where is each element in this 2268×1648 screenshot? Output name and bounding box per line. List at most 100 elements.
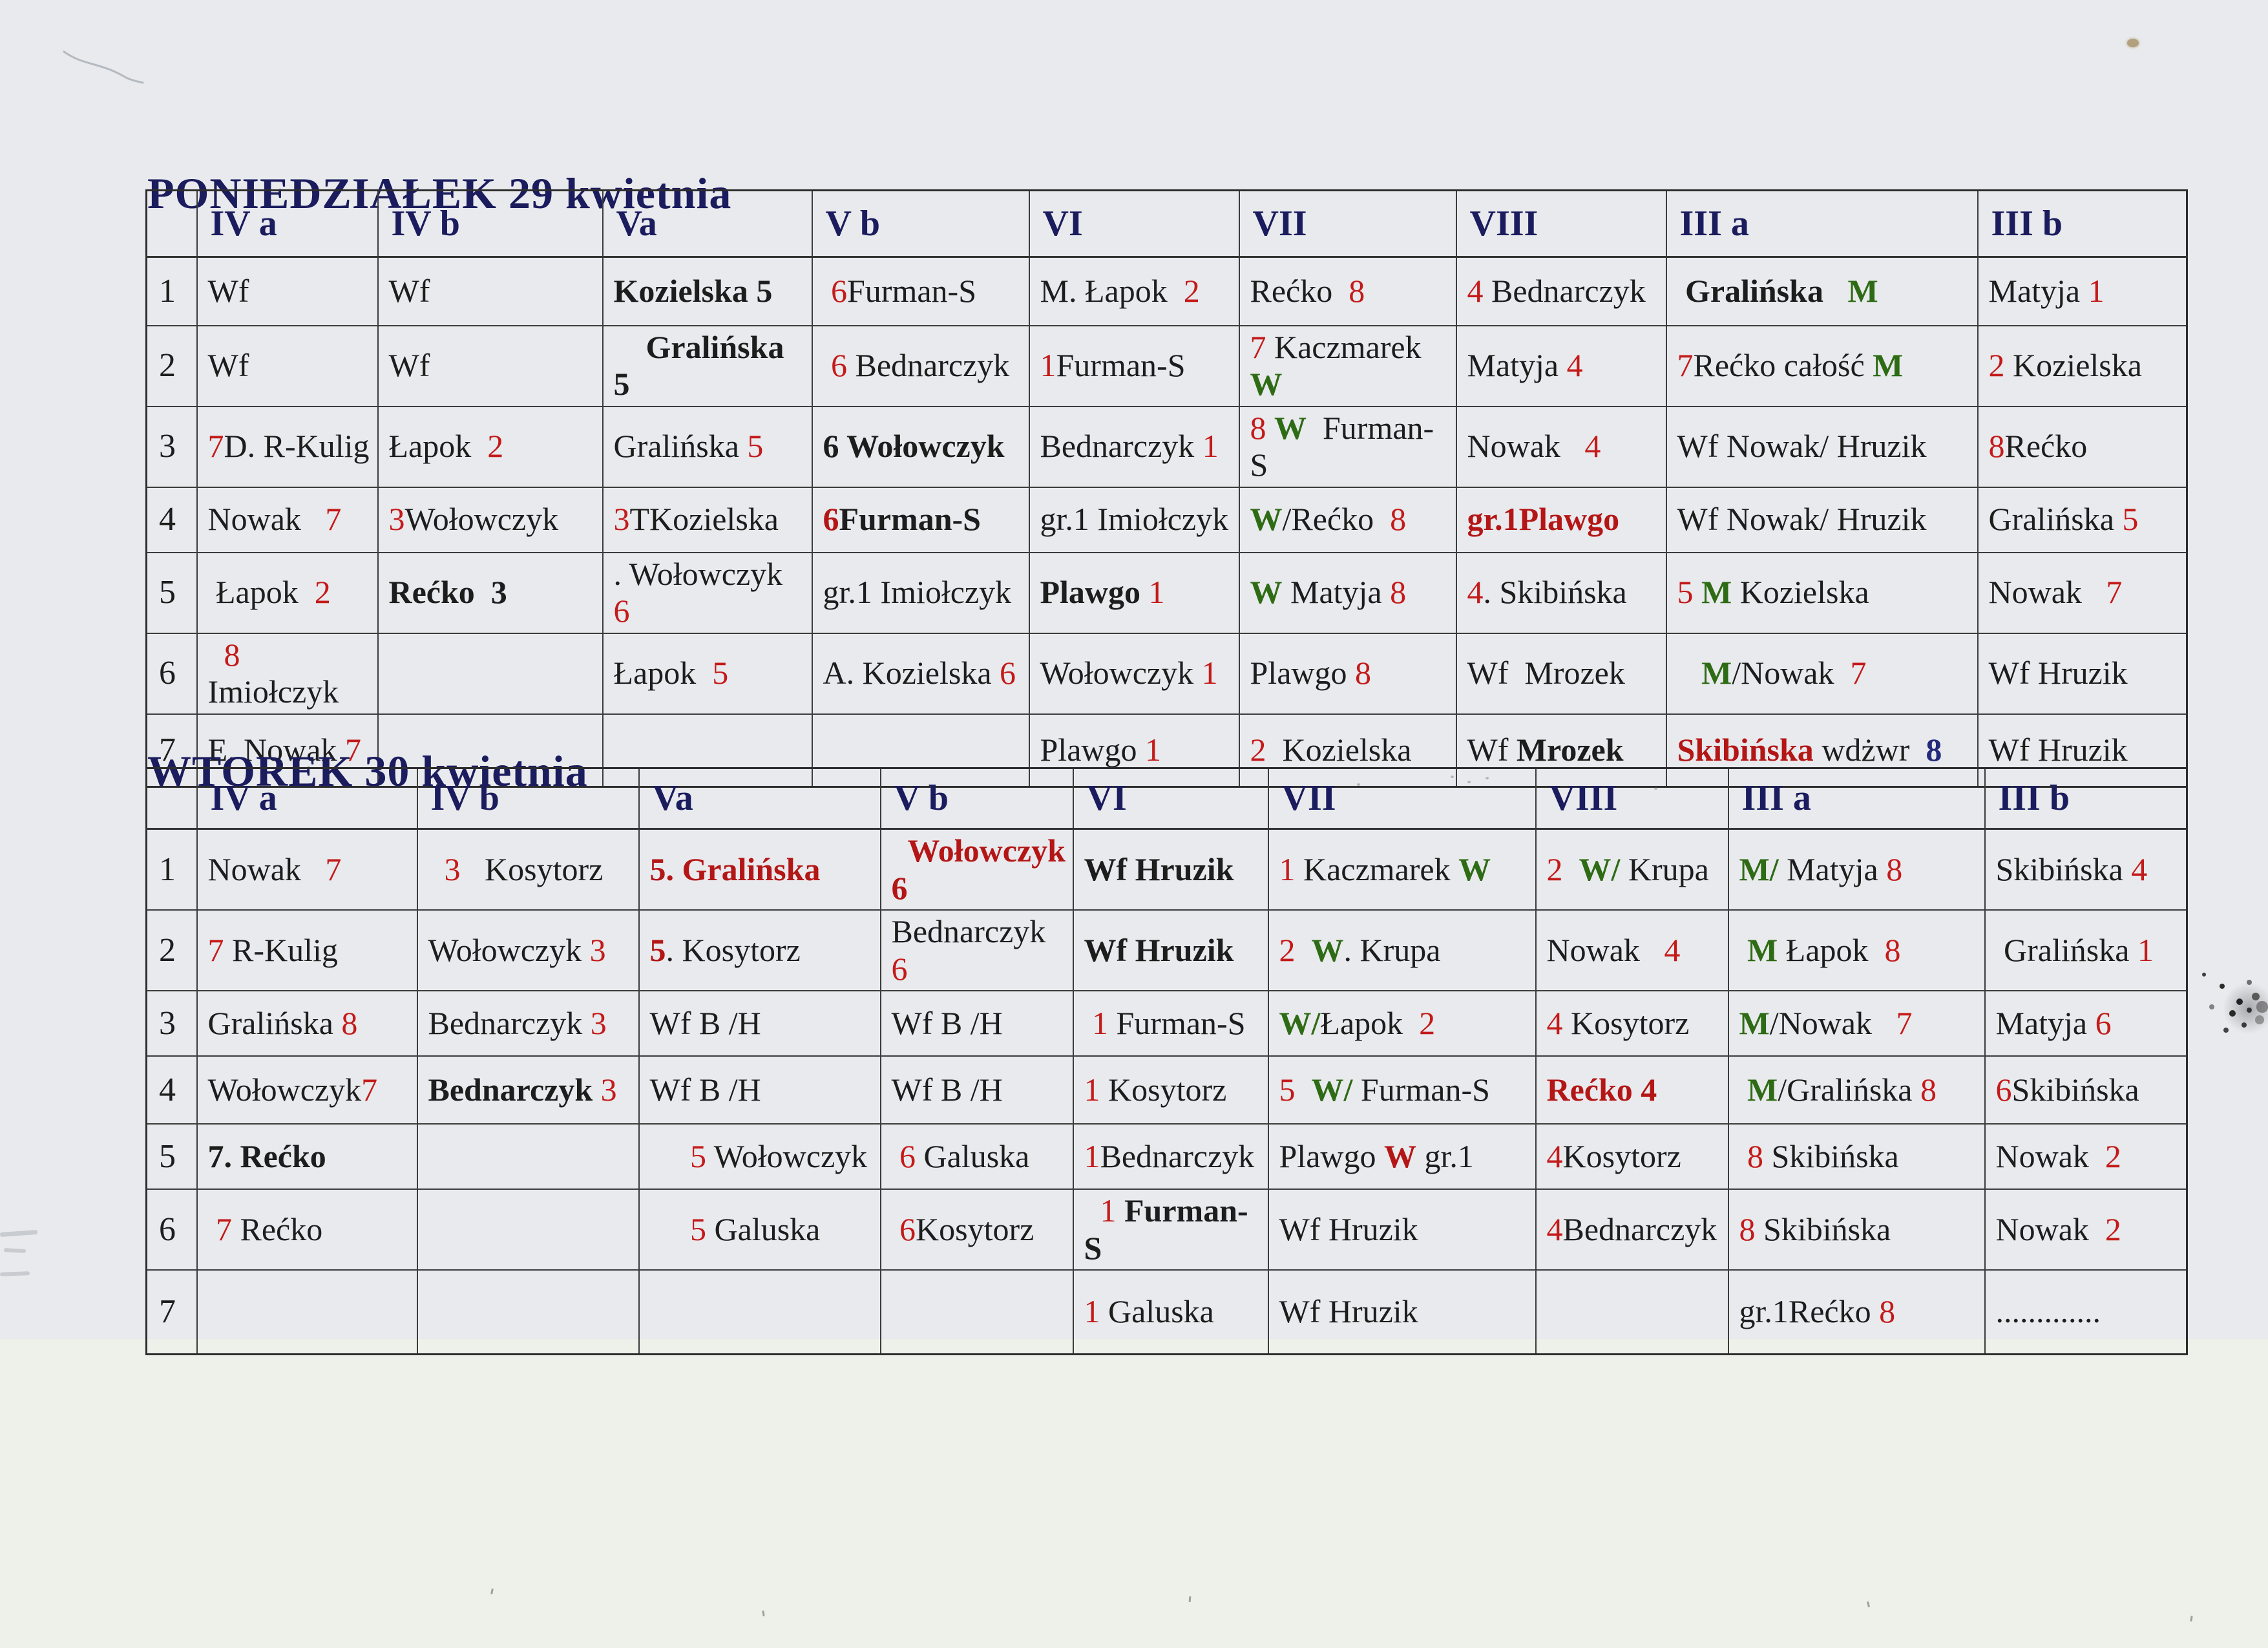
timetable-cell: 2 W/ Krupa [1535, 828, 1729, 911]
timetable-cell: 8 Skibińska [1727, 1123, 1986, 1190]
timetable-cell: 7D. R-Kulig [196, 405, 379, 488]
cell-text-segment: Rećko 4 [1546, 1071, 1657, 1108]
timetable-cell: Plawgo 8 [1238, 632, 1457, 715]
cell-text-segment: Łapok [207, 574, 315, 611]
cell-text-segment: M [1847, 273, 1878, 309]
cell-text-segment: 7 [325, 501, 342, 538]
timetable-cell: Wf [377, 256, 604, 326]
cell-text-segment: /Gralińska [1778, 1071, 1920, 1108]
cell-text-segment: 5. Gralińska [649, 850, 821, 887]
cell-text-segment: 2 [314, 574, 331, 611]
cell-text-segment: Wf Hruzik [1988, 655, 2128, 692]
timetable-cell: Wf Hruzik [1267, 1188, 1537, 1271]
timetable-cell: 7Rećko całość M [1665, 324, 1979, 407]
cell-text-segment: 1 [1279, 850, 1296, 887]
timetable-cell: Wf B /H [879, 1055, 1074, 1125]
timetable-cell: M/Nowak 7 [1727, 990, 1986, 1057]
timetable-cell: 6Furman-S [811, 486, 1030, 553]
cell-text-segment: Nowak [1546, 931, 1664, 968]
cell-text-segment: Wołowczyk 6 [891, 832, 1073, 906]
cell-text-segment: Skibińska [1677, 732, 1814, 768]
timetable-cell [377, 632, 604, 715]
cell-text-segment: M [1873, 347, 1904, 384]
cell-text-segment: W [1250, 574, 1283, 611]
column-header: IV b [377, 189, 604, 258]
timetable-cell: Wf [377, 324, 604, 407]
timetable-cell: Łapok 5 [602, 632, 813, 715]
cell-text-segment: Wf [388, 273, 430, 309]
cell-text-segment: Kosytorz [1562, 1137, 1681, 1174]
table-row: 6 7 Rećko 5 Galuska 6Kosytorz 1 Furman-S… [145, 1188, 2188, 1271]
cell-text-segment: Bednarczyk [428, 1071, 601, 1108]
cell-text-segment: W [1384, 1137, 1416, 1174]
timetable-cell [638, 1269, 881, 1355]
cell-text-segment: 2 [1988, 347, 2005, 384]
timetable-cell: 3TKozielska [602, 486, 813, 553]
cell-text-segment: Furman-S [839, 501, 981, 538]
cell-text-segment: Matyja [1778, 850, 1887, 887]
cell-text-segment: TKozielska [629, 501, 779, 538]
cell-text-segment: Wf Hruzik [1279, 1293, 1418, 1329]
cell-text-segment: Gralińska [1988, 501, 2123, 538]
timetable-cell [416, 1123, 640, 1190]
timetable-cell: Wf Hruzik [1072, 909, 1269, 991]
cell-text-segment: Imiołczyk [207, 636, 339, 710]
timetable-cell: Nowak 4 [1535, 909, 1729, 991]
cell-text-segment: Plawgo [1250, 655, 1355, 692]
table-row: 3 Gralińska 8 Bednarczyk 3 Wf B /H Wf B /H 1… [145, 990, 2188, 1057]
cell-text-segment: 1 [2137, 931, 2154, 968]
timetable-cell [1535, 1269, 1729, 1355]
timetable-cell: 4 Bednarczyk [1455, 256, 1667, 326]
timetable-cell: Wf Hruzik [1977, 632, 2188, 715]
cell-text-segment: Galuska [916, 1137, 1030, 1174]
cell-text-segment: . Skibińska [1483, 574, 1627, 611]
cell-text-segment: Kozielska [1266, 732, 1412, 768]
scan-artifact-dust-dot [2127, 39, 2139, 47]
cell-text-segment: Galuska [706, 1210, 821, 1247]
timetable-cell: Gralińska M [1665, 256, 1979, 326]
timetable-cell: Wołowczyk 6 [879, 828, 1074, 911]
cell-text-segment: 5 [2122, 501, 2139, 538]
timetable-cell: Nowak 7 [196, 828, 418, 911]
table-row: 7 1 Galuska Wf Hruzik gr.1Rećko 8..........… [145, 1269, 2188, 1355]
cell-text-segment: Gralińska [613, 428, 748, 465]
timetable-cell: Gralińska 1 [1984, 909, 2188, 991]
cell-text-segment: 4 [1566, 347, 1583, 384]
cell-text-segment: 7 [207, 428, 224, 465]
cell-text-segment: 1 [1201, 655, 1218, 692]
column-header: IV b [416, 767, 640, 830]
timetable-cell: Kozielska 5 [602, 256, 813, 326]
timetable-cell: Łapok 2 [196, 551, 379, 634]
lesson-number: 1 [145, 256, 198, 326]
timetable-cell: Gralińska 5 [602, 324, 813, 407]
scan-artifact-scratch [63, 50, 144, 84]
cell-text-segment: Skibińska [1763, 1137, 1899, 1174]
timetable-cell: Wołowczyk 1 [1028, 632, 1240, 715]
cell-text-segment: Skibińska [2011, 1071, 2139, 1108]
cell-text-segment: 1 [1084, 1137, 1100, 1174]
timetable-cell: W Matyja 8 [1238, 551, 1457, 634]
cell-text-segment: 2 [1183, 273, 1200, 309]
timetable-cell: Gralińska 5 [602, 405, 813, 488]
cell-text-segment: 2 [1419, 1004, 1436, 1041]
cell-text-segment: gr.1 Imiołczyk [1040, 501, 1229, 538]
timetable-cell: 1 Furman-S [1072, 1188, 1269, 1271]
tuesday-timetable: IV a IV b Va V b VI VII VIII III a III b 1 Nowak … [145, 767, 2188, 1355]
timetable-cell: Matyja 4 [1455, 324, 1667, 407]
timetable-cell: Nowak 2 [1984, 1188, 2188, 1271]
monday-timetable: IV a IV b Va V b VI VII VIII III a III b 1 Wf Wf Ko… [145, 189, 2188, 788]
timetable-cell: Wf Nowak/ Hruzik [1665, 405, 1979, 488]
cell-text-segment: Wołowczyk [404, 501, 559, 538]
scan-artifact-speckles [2202, 973, 2206, 977]
cell-text-segment: 7 [1677, 347, 1694, 384]
timetable-cell: 8 W Furman-S [1238, 405, 1457, 488]
cell-text-segment: gr.1Plawgo [1467, 501, 1620, 538]
cell-text-segment: Mrozek [1516, 732, 1624, 768]
cell-text-segment: 3 [589, 931, 606, 968]
cell-text-segment: 8 [1879, 1293, 1896, 1329]
column-header: III b [1984, 767, 2188, 830]
cell-text-segment: 2 [2105, 1137, 2121, 1174]
cell-text-segment: Kosytorz [916, 1210, 1034, 1247]
cell-text-segment: Łapok [613, 655, 713, 692]
cell-text-segment: 7 [1250, 328, 1266, 365]
